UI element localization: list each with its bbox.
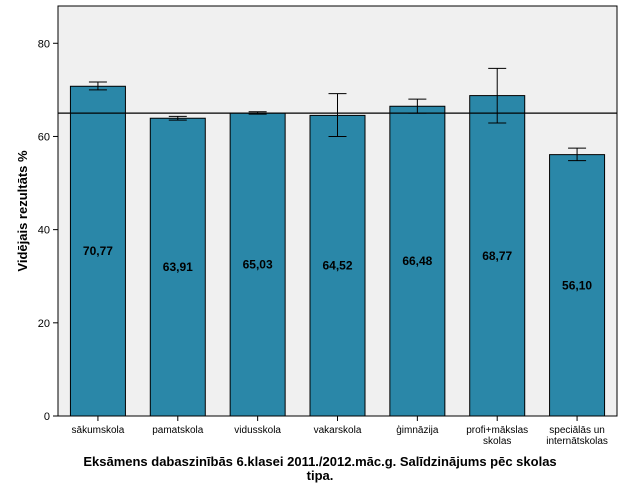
x-tick-label-line: skolas [483,436,511,447]
bar-group: 68,77 [469,67,526,417]
x-tick-label-line: pamatskola [152,425,204,436]
bar-value-label: 64,52 [322,259,352,273]
x-tick-label: pamatskola [152,425,204,436]
bar-value-label: 66,48 [402,254,432,268]
x-tick-label-line: profi+mākslas [466,425,528,436]
y-tick-label: 80 [38,38,50,50]
bar-chart: 0 20 40 60 80 Vidējais rezultāts % 70,77 sākums… [15,5,618,447]
x-tick-label-line: sākumskola [72,425,125,436]
bar-group: 63,91 [149,115,206,417]
bar [549,154,606,417]
x-tick-label: speciālās un internātskolas [546,425,608,447]
chart-title: Eksāmens dabaszinībās 6.klasei 2011./201… [40,455,600,483]
x-tick-label-line: vakarskola [314,425,362,436]
bar-group: 70,77 [69,81,126,417]
x-tick-label: ģimnāzija [396,423,439,436]
y-tick-label: 0 [44,411,50,423]
chart-title-line-2: tipa. [306,468,334,483]
x-tick-label: vakarskola [314,425,362,436]
bar-group: 64,52 [309,93,366,417]
bar-value-label: 56,10 [562,278,592,292]
x-tick-label-line: vidusskola [234,425,281,436]
y-axis-title: Vidējais rezultāts % [15,150,30,272]
bar-value-label: 63,91 [163,260,193,274]
bar-group: 65,03 [229,111,286,417]
chart-title-line-1: Eksāmens dabaszinībās 6.klasei 2011./201… [83,454,557,469]
bar [469,95,526,417]
x-tick-label-line: ģimnāzija [396,423,439,436]
bar-value-label: 70,77 [83,244,113,258]
bar-value-label: 65,03 [243,258,273,272]
y-tick-label: 20 [38,318,50,330]
bar-group: 56,10 [549,147,606,417]
bar-group: 66,48 [389,98,446,417]
x-tick-label: vidusskola [234,425,281,436]
y-tick-label: 60 [38,131,50,143]
x-tick-label: sākumskola [72,425,125,436]
x-tick-label-line: speciālās un [549,425,605,436]
x-tick-label: profi+mākslas skolas [466,425,528,447]
bar [309,114,366,417]
bar-value-label: 68,77 [482,249,512,263]
x-tick-label-line: internātskolas [546,436,608,447]
y-tick-label: 40 [38,225,50,237]
